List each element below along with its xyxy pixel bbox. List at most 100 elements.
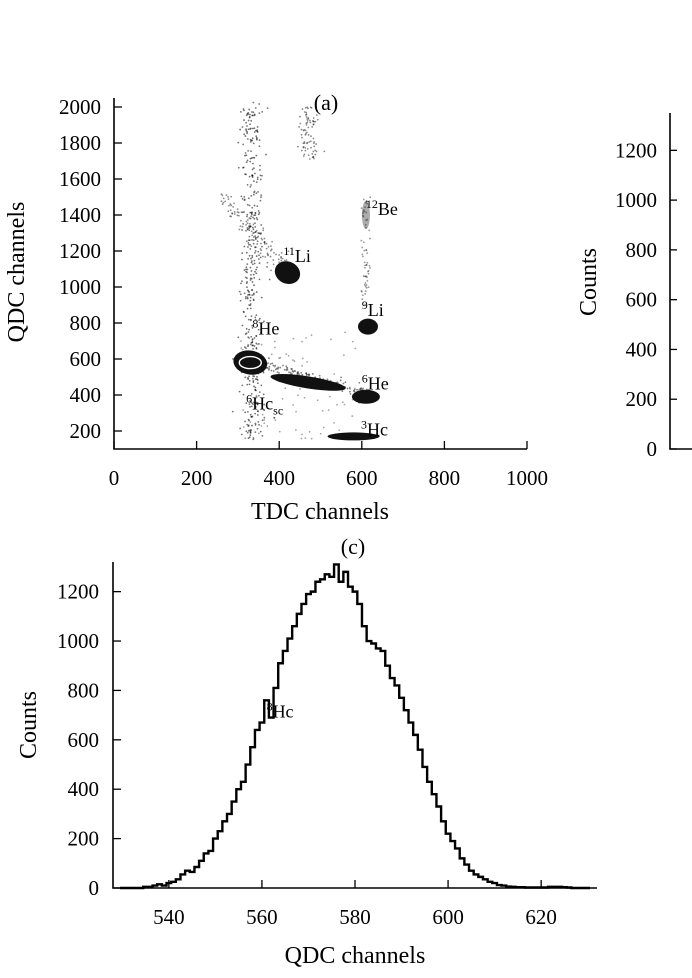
panel-a-event-point <box>308 141 311 143</box>
panel-c-y-tick-label: 1200 <box>57 580 99 604</box>
panel-a-event-point <box>316 109 318 112</box>
panel-a-event-point <box>251 281 254 283</box>
panel-a-event-point <box>267 253 269 256</box>
panel-a-event-point <box>256 410 259 413</box>
panel-a-event-point <box>251 239 254 241</box>
panel-a-y-tick-label: 1400 <box>59 203 101 227</box>
panel-a-event-point <box>291 369 294 372</box>
panel-a-event-point <box>245 430 248 433</box>
panel-c-x-tick-label: 560 <box>246 905 278 929</box>
panel-a-axes <box>113 98 527 450</box>
panel-a-event-point <box>255 401 258 404</box>
panel-a-event-point <box>228 204 230 207</box>
panel-a-event-point <box>248 229 251 232</box>
panel-c-y-tick-label: 0 <box>89 876 100 900</box>
panel-a-event-point <box>274 419 277 421</box>
panel-a-event-point <box>252 242 255 245</box>
panel-a-event-point <box>231 212 234 215</box>
panel-a-event-point <box>288 371 290 374</box>
panel-a-event-point <box>268 278 271 281</box>
panel-a-event-point <box>241 198 244 200</box>
panel-a-event-point <box>247 331 250 333</box>
panel-a-event-point <box>245 129 248 132</box>
panel-a-event-point <box>254 424 257 426</box>
panel-a-event-point <box>237 336 240 339</box>
panel-a-event-point <box>250 273 252 276</box>
panel-a-event-point <box>246 268 249 271</box>
panel-a-event-point <box>255 342 258 345</box>
panel-a-event-point <box>273 416 276 419</box>
panel-a-event-point <box>246 423 249 426</box>
panel-a-event-point <box>254 250 257 252</box>
panel-a-event-point <box>311 156 314 159</box>
panel-a-event-point <box>260 249 263 252</box>
panel-a-event-point <box>249 421 252 423</box>
panel-a-event-point <box>313 145 316 148</box>
panel-a-event-point <box>316 399 319 402</box>
panel-a-event-point <box>245 229 247 232</box>
panel-a-event-point <box>364 282 367 284</box>
panel-a-event-point <box>253 292 255 295</box>
panel-a-event-point <box>306 147 309 150</box>
panel-a-event-point <box>360 207 363 210</box>
panel-a-event-point <box>242 143 245 146</box>
panel-b-y-tick-label: 400 <box>626 337 658 361</box>
panel-a-event-point <box>248 224 251 227</box>
panel-a-event-point <box>239 299 242 302</box>
panel-a-event-point <box>252 239 255 242</box>
panel-a-event-point <box>251 324 254 327</box>
panel-a-event-point <box>311 126 314 128</box>
panel-a-event-point <box>244 315 247 318</box>
panel-c-x-ticks: 540 560 580 600 620 <box>153 880 557 929</box>
panel-a-event-point <box>301 364 304 367</box>
panel-a-event-point <box>302 142 305 145</box>
panel-a-event-point <box>240 219 242 222</box>
panel-a-event-point <box>251 234 254 237</box>
panel-a-event-point <box>251 263 254 266</box>
panel-a-event-point <box>245 121 247 124</box>
panel-b-y-tick-label: 200 <box>626 387 658 411</box>
panel-a-event-point <box>297 372 300 374</box>
panel-a-event-point <box>263 422 266 425</box>
panel-a-event-point <box>287 354 290 357</box>
panel-a-event-point <box>253 214 256 217</box>
panel-a-event-point <box>242 393 245 396</box>
panel-a-event-point <box>238 290 241 293</box>
panel-a-event-point <box>311 373 314 375</box>
panel-a-event-point <box>256 218 259 221</box>
panel-a-event-point <box>250 230 253 233</box>
panel-c-histogram-line <box>119 563 591 890</box>
panel-a-event-point <box>263 416 266 419</box>
panel-a-event-point <box>254 236 257 239</box>
panel-a-event-point <box>227 210 230 213</box>
panel-a-event-point <box>321 409 324 412</box>
panel-a-event-point <box>252 380 255 382</box>
panel-a-event-point <box>298 373 300 376</box>
panel-a-event-point <box>248 379 251 382</box>
panel-a-y-tick-label: 200 <box>70 419 102 443</box>
panel-a-event-point <box>254 246 256 249</box>
panel-a-event-point <box>312 157 315 160</box>
panel-a-event-point <box>282 364 284 367</box>
panel-a-event-point <box>360 290 363 293</box>
panel-a-event-point <box>250 111 253 113</box>
panel-a-event-point <box>253 401 255 404</box>
panel-a-event-point <box>285 365 288 368</box>
panel-a-event-point <box>322 426 325 429</box>
panel-a-event-point <box>362 209 365 211</box>
panel-a-event-point <box>233 211 236 213</box>
panel-a-cluster-11Li <box>274 261 301 284</box>
panel-a-event-point <box>306 121 309 124</box>
panel-a-event-point <box>247 257 249 260</box>
panel-a-y-tick-label: 1600 <box>59 167 101 191</box>
panel-a-event-point <box>275 253 277 256</box>
panel-a-event-point <box>266 265 268 268</box>
panel-a-event-point <box>307 118 310 120</box>
panel-a-event-point <box>247 113 249 116</box>
panel-a-event-point <box>252 167 255 170</box>
panel-a-event-point <box>292 337 295 340</box>
panel-a-event-point <box>246 296 249 299</box>
panel-a-event-point <box>248 337 251 340</box>
panel-a-event-point <box>323 150 326 153</box>
panel-a-event-point <box>241 225 244 228</box>
